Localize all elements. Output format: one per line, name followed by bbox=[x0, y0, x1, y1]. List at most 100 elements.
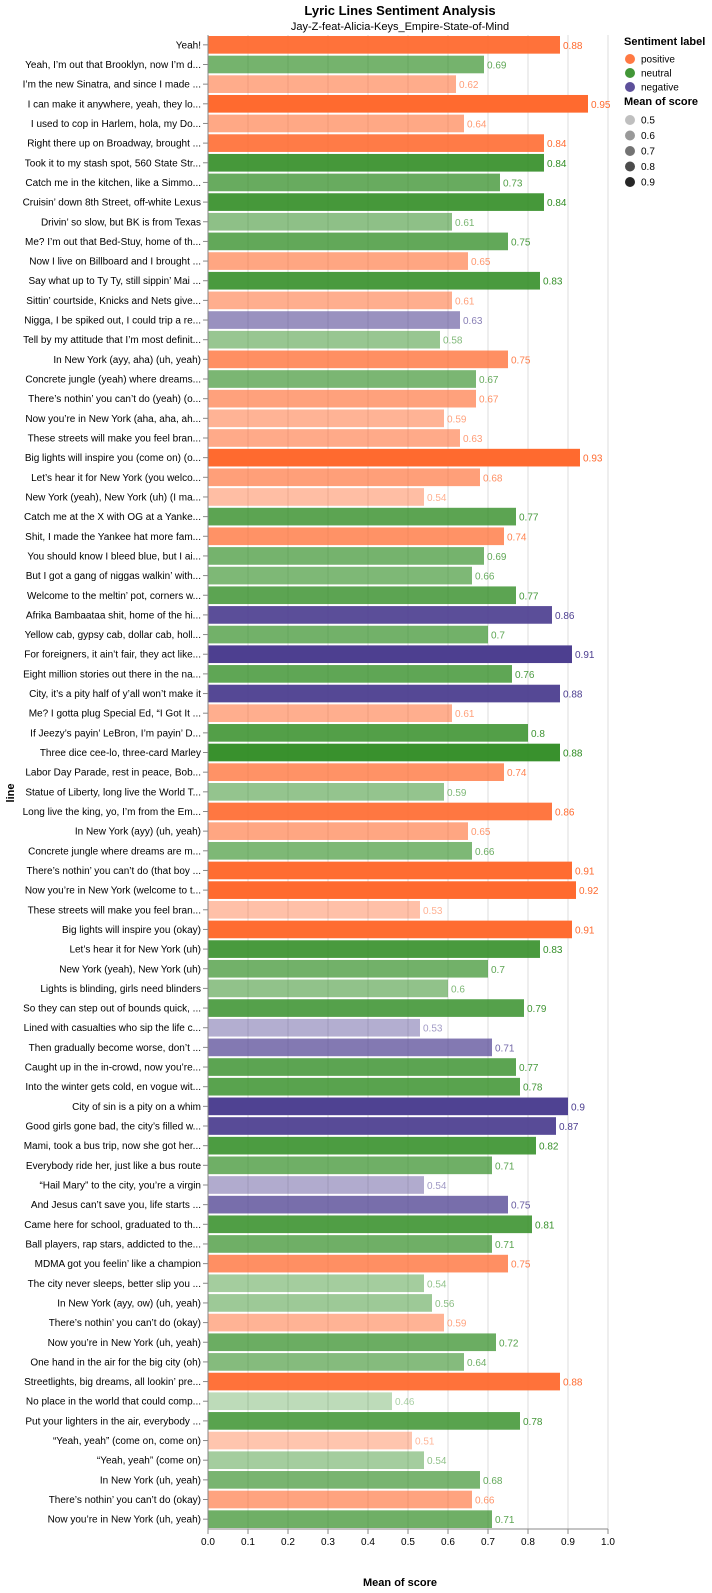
bar-value-label: 0.77 bbox=[519, 1063, 539, 1074]
y-tick-label: In New York (ayy) (uh, yeah) bbox=[75, 827, 201, 838]
y-tick-label: I’m the new Sinatra, and since I made ..… bbox=[23, 80, 201, 91]
bar bbox=[208, 330, 440, 349]
bar-value-label: 0.88 bbox=[563, 41, 583, 52]
y-tick-label: Came here for school, graduated to th... bbox=[24, 1220, 201, 1231]
bar bbox=[208, 468, 480, 487]
bar bbox=[208, 1176, 424, 1194]
bar bbox=[208, 625, 488, 644]
bar bbox=[208, 94, 588, 113]
y-tick-label: Lined with casualties who sip the life c… bbox=[24, 1023, 201, 1034]
y-tick-label: These streets will make you feel bran... bbox=[28, 433, 201, 444]
bar bbox=[208, 114, 464, 133]
y-tick-label: In New York (ayy, aha) (uh, yeah) bbox=[53, 355, 201, 366]
bar bbox=[208, 1431, 412, 1450]
bar-value-label: 0.65 bbox=[471, 257, 491, 268]
bar-value-label: 0.58 bbox=[443, 336, 463, 347]
bar bbox=[208, 1038, 492, 1057]
bar-value-label: 0.66 bbox=[475, 1496, 495, 1507]
bar-value-label: 0.92 bbox=[579, 886, 599, 897]
bar-value-label: 0.63 bbox=[463, 434, 483, 445]
y-tick-label: MDMA got you feelin’ like a champion bbox=[35, 1259, 201, 1270]
y-tick-label: For foreigners, it ain’t fair, they act … bbox=[24, 650, 201, 661]
bar-value-label: 0.73 bbox=[503, 178, 523, 189]
bar bbox=[208, 1097, 568, 1116]
bar-value-label: 0.7 bbox=[491, 631, 505, 642]
bar bbox=[208, 1313, 444, 1332]
y-tick-label: And Jesus can’t save you, life starts ..… bbox=[31, 1200, 201, 1211]
bar-value-label: 0.88 bbox=[563, 749, 583, 760]
bar bbox=[208, 724, 528, 742]
y-tick-label: Concrete jungle where dreams are m... bbox=[28, 846, 201, 857]
y-tick-label: Put your lighters in the air, everybody … bbox=[25, 1416, 201, 1427]
y-tick-label: “Yeah, yeah” (come on, come on) bbox=[53, 1436, 201, 1447]
bar-value-label: 0.86 bbox=[555, 611, 575, 622]
chart-title: Lyric Lines Sentiment Analysis bbox=[304, 3, 495, 18]
bar bbox=[208, 881, 576, 899]
bar bbox=[208, 311, 460, 329]
bar-value-label: 0.54 bbox=[427, 1279, 447, 1290]
bar bbox=[208, 527, 504, 546]
y-tick-label: Concrete jungle (yeah) where dreams... bbox=[25, 375, 201, 386]
y-tick-label: Welcome to the meltin’ pot, corners w... bbox=[27, 591, 201, 602]
bar-value-label: 0.68 bbox=[483, 1476, 503, 1487]
bar bbox=[208, 1254, 508, 1273]
bar-value-label: 0.69 bbox=[487, 60, 507, 71]
bar-value-label: 0.83 bbox=[543, 945, 563, 956]
bar bbox=[208, 959, 488, 978]
bar-value-label: 0.71 bbox=[495, 1515, 515, 1526]
y-tick-label: Catch me in the kitchen, like a Simmo... bbox=[25, 178, 201, 189]
y-tick-label: No place in the world that could comp... bbox=[26, 1397, 201, 1408]
bar bbox=[208, 173, 500, 192]
bar-value-label: 0.68 bbox=[483, 473, 503, 484]
y-tick-label: Streetlights, big dreams, all lookin’ pr… bbox=[24, 1377, 201, 1388]
bar-value-label: 0.66 bbox=[475, 572, 495, 583]
bar-value-label: 0.88 bbox=[563, 690, 583, 701]
y-tick-label: Lights is blinding, girls need blinders bbox=[40, 984, 201, 995]
bar-value-label: 0.93 bbox=[583, 454, 603, 465]
y-tick-label: Big lights will inspire you (come on) (o… bbox=[25, 453, 201, 464]
y-tick-label: Eight million stories out there in the n… bbox=[23, 669, 201, 680]
bar-value-label: 0.51 bbox=[415, 1437, 435, 1448]
bar-value-label: 0.59 bbox=[447, 1319, 467, 1330]
bar-value-label: 0.91 bbox=[575, 650, 595, 661]
bar-value-label: 0.75 bbox=[511, 237, 531, 248]
legend: Sentiment label Mean of score positive ne… bbox=[624, 36, 705, 189]
bar-value-label: 0.61 bbox=[455, 709, 475, 720]
opacity-legend-title: Mean of score bbox=[624, 96, 698, 108]
bar-value-label: 0.65 bbox=[471, 827, 491, 838]
bar bbox=[208, 55, 484, 74]
opacity-legend-label: 0.9 bbox=[641, 178, 655, 189]
y-tick-label: Catch me at the X with OG at a Yanke... bbox=[24, 512, 201, 523]
bar-value-label: 0.81 bbox=[535, 1220, 555, 1231]
bar bbox=[208, 841, 472, 860]
bar bbox=[208, 448, 580, 467]
bar-value-label: 0.87 bbox=[559, 1122, 579, 1133]
y-tick-label: Cruisin’ down 8th Street, off-white Lexu… bbox=[23, 198, 201, 209]
legend-label-negative: negative bbox=[641, 83, 679, 94]
bar-value-label: 0.77 bbox=[519, 513, 539, 524]
chart-subtitle: Jay-Z-feat-Alicia-Keys_Empire-State-of-M… bbox=[291, 21, 509, 33]
y-tick-label: There’s nothin’ you can’t do (yeah) (o..… bbox=[28, 394, 201, 405]
bar bbox=[208, 271, 540, 290]
bar bbox=[208, 212, 452, 231]
bar bbox=[208, 763, 504, 781]
y-tick-label: Let’s hear it for New York (uh) bbox=[69, 945, 201, 956]
y-tick-label: If Jeezy’s payin’ LeBron, I’m payin’ D..… bbox=[30, 728, 201, 739]
bar-value-label: 0.53 bbox=[423, 906, 443, 917]
y-tick-label: Good girls gone bad, the city’s filled w… bbox=[26, 1122, 201, 1133]
opacity-legend-swatch bbox=[625, 115, 635, 125]
x-tick-label: 0.2 bbox=[281, 1537, 295, 1548]
legend-label-neutral: neutral bbox=[641, 69, 672, 80]
bar bbox=[208, 1490, 472, 1509]
bar bbox=[208, 1412, 520, 1430]
bar-value-label: 0.67 bbox=[479, 395, 499, 406]
bar bbox=[208, 704, 452, 723]
bar bbox=[208, 940, 540, 958]
bar-value-label: 0.78 bbox=[523, 1083, 543, 1094]
legend-label-positive: positive bbox=[641, 55, 675, 66]
legend-swatch-neutral bbox=[625, 68, 635, 78]
y-tick-label: Three dice cee-lo, three-card Marley bbox=[40, 748, 201, 759]
y-tick-label: New York (yeah), New York (uh) (I ma... bbox=[25, 492, 201, 503]
bar bbox=[208, 193, 544, 211]
